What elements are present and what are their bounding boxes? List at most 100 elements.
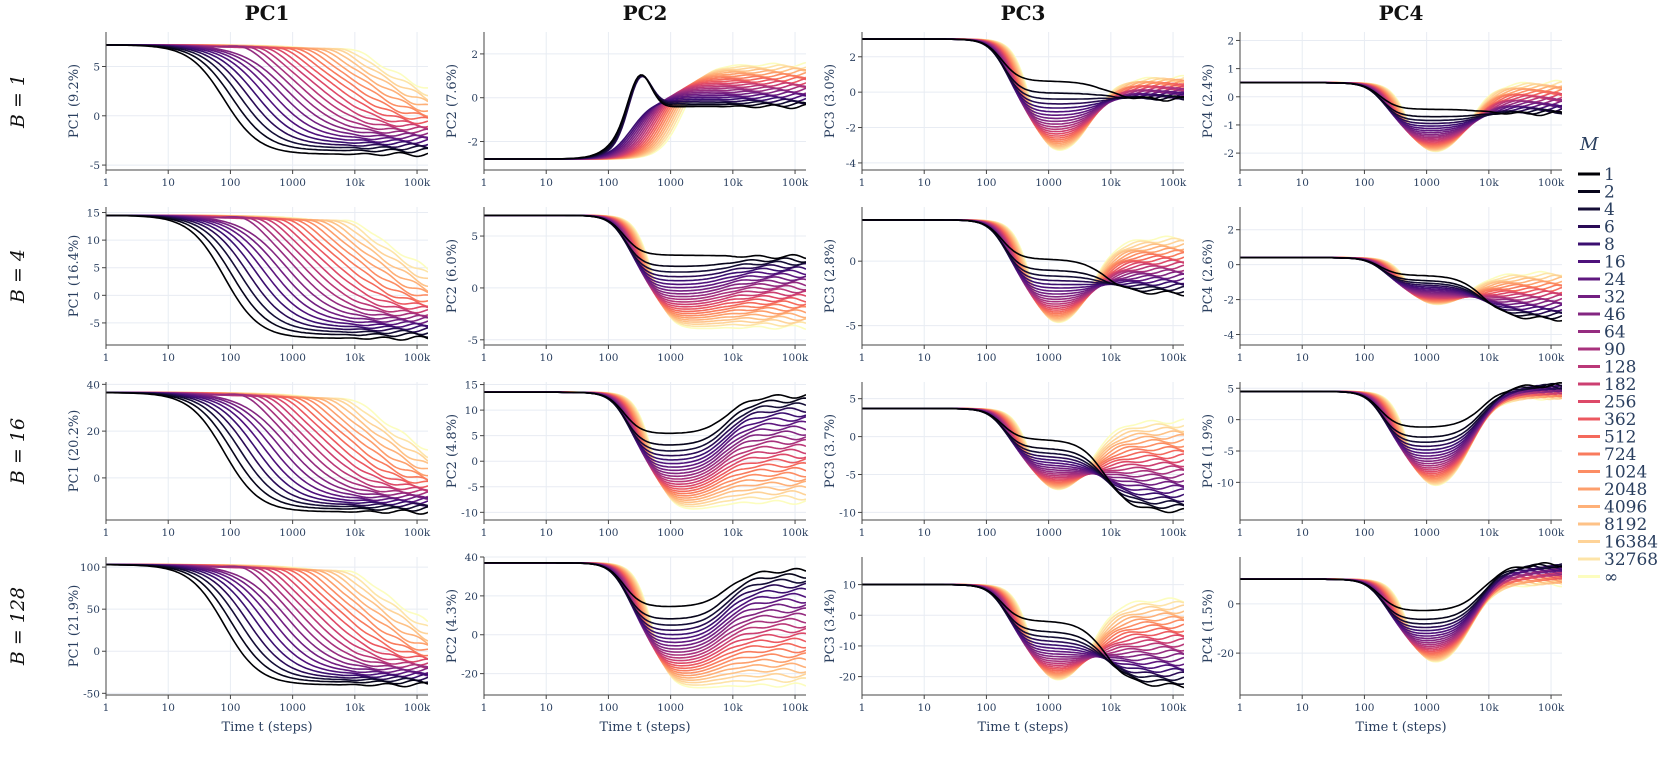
x-tick-label: 1000 [1413, 702, 1440, 714]
x-tick-label: 100k [404, 702, 431, 714]
y-axis-title: PC3 (2.8%) [823, 239, 838, 313]
y-tick-label: 0 [1227, 415, 1234, 427]
x-tick-label: 10k [723, 527, 743, 539]
subplot-pc3-row3: 1 10 100 1000 10k 100k -10 -5 0 5 PC3 (3.7%) [823, 382, 1187, 539]
x-tick-label: 10k [723, 702, 743, 714]
x-tick-label: 10 [540, 177, 553, 189]
series-group [106, 563, 428, 688]
y-tick-label: 15 [87, 208, 100, 220]
y-axis-title: PC4 (1.5%) [1201, 589, 1216, 663]
x-tick-label: 1000 [279, 527, 306, 539]
x-tick-label: 100 [598, 352, 618, 364]
y-tick-label: 5 [93, 263, 100, 275]
y-tick-label: 0 [849, 256, 856, 268]
series-line-m-0 [1240, 562, 1562, 612]
series-line-m-9 [106, 214, 428, 320]
subplot-pc2-row4: 1 10 100 1000 10k 100k -20 0 20 40 PC2 (4.3%) Time … [445, 552, 809, 735]
legend-label: 4 [1604, 200, 1615, 220]
column-title-pc1: PC1 [245, 1, 290, 25]
x-tick-label: 1 [481, 177, 488, 189]
x-tick-label: 1 [1237, 702, 1244, 714]
x-tick-label: 10k [723, 352, 743, 364]
y-tick-label: -5 [846, 321, 856, 333]
x-tick-label: 10 [918, 702, 931, 714]
series-line-m-8 [106, 563, 428, 673]
series-line-m-18 [862, 219, 1184, 318]
series-line-m-6 [106, 44, 428, 142]
x-tick-label: 1 [103, 527, 110, 539]
x-tick-label: 100k [1538, 702, 1565, 714]
x-axis-title: Time t (steps) [977, 720, 1068, 735]
series-line-m-1 [106, 44, 428, 154]
x-tick-label: 1 [859, 352, 866, 364]
x-tick-label: 10k [345, 352, 365, 364]
series-group [1240, 562, 1562, 663]
y-axis-title: PC1 (21.9%) [67, 585, 82, 668]
x-tick-label: 10k [1101, 702, 1121, 714]
x-tick-label: 1000 [1035, 352, 1062, 364]
subplot-pc4-row4: 1 10 100 1000 10k 100k -20 0 PC4 (1.5%) Time t (s… [1201, 557, 1565, 735]
subplot-pc1-row3: 1 10 100 1000 10k 100k 0 20 40 PC1 (20.2%) [67, 379, 431, 539]
x-tick-label: 10 [1296, 527, 1309, 539]
legend-label: 2048 [1604, 480, 1647, 500]
series-line-m-18 [1240, 81, 1562, 149]
y-tick-label: -5 [90, 318, 100, 330]
y-tick-label: 5 [849, 394, 856, 406]
x-tick-label: 1000 [657, 527, 684, 539]
x-tick-label: 100 [220, 527, 240, 539]
x-tick-label: 1000 [279, 177, 306, 189]
series-line-m-7 [106, 391, 428, 501]
y-tick-label: -4 [1224, 330, 1235, 342]
x-tick-label: 100k [1160, 702, 1187, 714]
y-tick-label: -20 [461, 669, 478, 681]
legend-label: 182 [1604, 375, 1636, 395]
y-axis-title: PC4 (2.6%) [1201, 239, 1216, 313]
series-line-m-0 [484, 74, 806, 160]
x-tick-label: 1000 [1413, 352, 1440, 364]
y-tick-label: 2 [1227, 35, 1234, 47]
series-line-m-0 [862, 219, 1184, 297]
subplot-pc4-row3: 1 10 100 1000 10k 100k -10 -5 0 5 PC4 (1.9%) [1201, 382, 1565, 539]
x-tick-label: 100 [220, 352, 240, 364]
y-axis-title: PC1 (16.4%) [67, 235, 82, 318]
x-tick-label: 1000 [279, 702, 306, 714]
y-tick-label: -1 [1224, 120, 1234, 132]
x-tick-label: 10 [918, 527, 931, 539]
y-tick-label: -5 [468, 482, 478, 494]
y-tick-label: 50 [87, 604, 100, 616]
y-tick-label: -50 [83, 688, 100, 700]
x-tick-label: 1 [481, 527, 488, 539]
x-tick-label: 1000 [1035, 702, 1062, 714]
x-tick-label: 100 [1354, 352, 1374, 364]
y-axis-title: PC3 (3.7%) [823, 414, 838, 488]
legend-label: 16 [1604, 253, 1626, 273]
x-tick-label: 100k [782, 177, 809, 189]
y-tick-label: 0 [93, 111, 100, 123]
series-group [106, 391, 428, 515]
x-tick-label: 100 [220, 177, 240, 189]
x-tick-label: 100k [1538, 352, 1565, 364]
series-line-m-0 [1240, 81, 1562, 117]
y-tick-label: 2 [849, 52, 856, 64]
series-group [862, 219, 1184, 324]
y-tick-label: 5 [93, 62, 100, 74]
y-tick-label: 0 [471, 283, 478, 295]
row-label-1: B = 1 [7, 74, 29, 129]
y-tick-label: -5 [468, 335, 478, 347]
x-tick-label: 10 [918, 177, 931, 189]
legend-label: 90 [1604, 340, 1626, 360]
x-tick-label: 1000 [657, 702, 684, 714]
series-group [484, 61, 806, 160]
y-tick-label: -2 [1224, 295, 1234, 307]
series-line-m-18 [1240, 390, 1562, 481]
y-tick-label: 0 [93, 290, 100, 302]
legend-label: 24 [1604, 270, 1626, 290]
y-tick-label: 0 [849, 87, 856, 99]
y-tick-label: 10 [87, 235, 100, 247]
y-axis-title: PC4 (2.4%) [1201, 64, 1216, 138]
series-line-m-0 [106, 391, 428, 515]
series-line-m-1 [106, 214, 428, 339]
legend-label: 256 [1604, 393, 1636, 413]
y-tick-label: 0 [93, 473, 100, 485]
x-tick-label: 1 [859, 177, 866, 189]
